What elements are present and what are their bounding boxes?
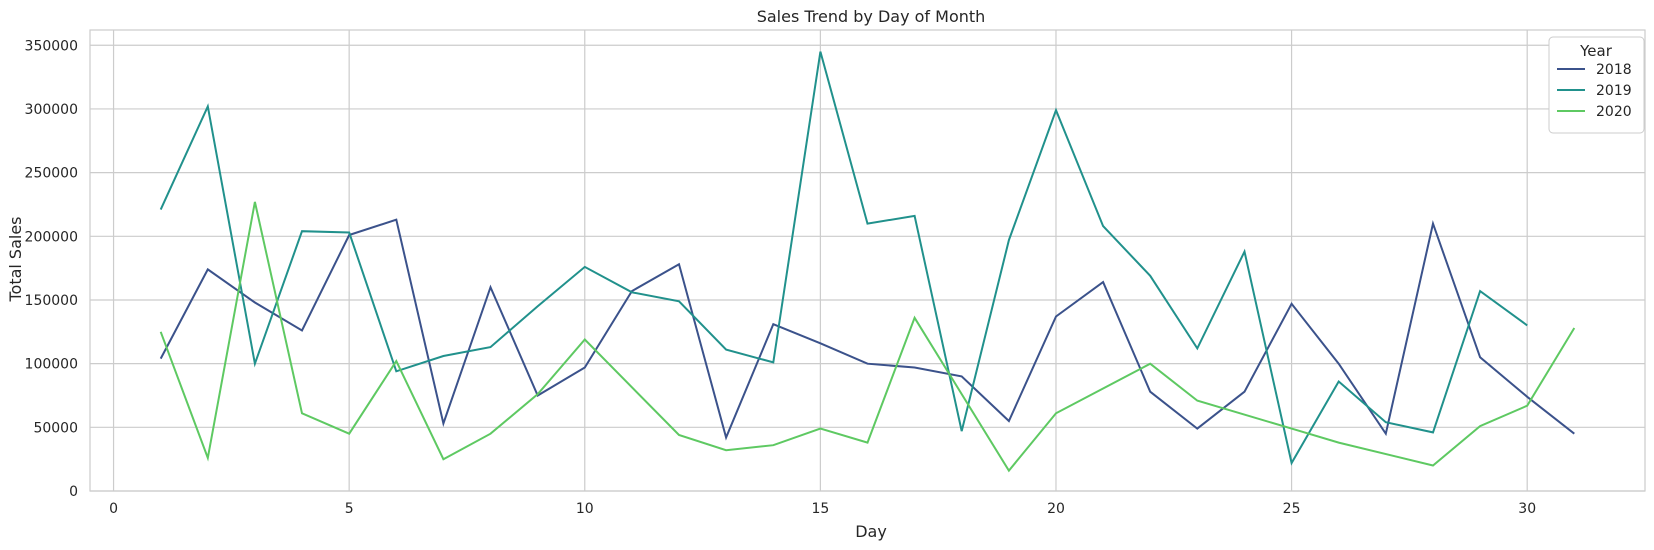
x-tick-label: 0 <box>109 501 118 517</box>
x-tick-label: 25 <box>1283 501 1301 517</box>
series-line-2020 <box>159 201 1576 473</box>
y-axis-label: Total Sales <box>6 216 25 302</box>
chart-title: Sales Trend by Day of Month <box>757 7 986 26</box>
x-tick-label: 20 <box>1047 501 1065 517</box>
legend: Year 2018 2019 2020 <box>1548 36 1645 134</box>
y-tick-label: 300000 <box>25 102 78 118</box>
y-tick-label: 50000 <box>33 420 78 436</box>
y-tick-label: 350000 <box>25 38 78 54</box>
y-tick-labels: 0 50000 100000 150000 200000 250000 300000 3500… <box>25 38 78 500</box>
y-tick-label: 0 <box>69 484 78 500</box>
legend-label-2018: 2018 <box>1596 62 1632 78</box>
y-tick-label: 150000 <box>25 293 78 309</box>
legend-label-2019: 2019 <box>1596 83 1632 99</box>
legend-box <box>1548 36 1645 134</box>
x-tick-label: 30 <box>1518 501 1536 517</box>
y-tick-label: 250000 <box>25 166 78 182</box>
y-tick-label: 100000 <box>25 357 78 373</box>
x-tick-labels: 0 5 10 15 20 25 30 <box>109 501 1536 517</box>
series-lines <box>159 51 1576 473</box>
x-axis-label: Day <box>855 522 887 541</box>
y-tick-label: 200000 <box>25 229 78 245</box>
series-line-2018 <box>159 218 1575 441</box>
legend-label-2020: 2020 <box>1596 104 1632 120</box>
series-line-2019 <box>159 51 1528 466</box>
plot-frame <box>89 29 1646 492</box>
x-tick-label: 10 <box>576 501 594 517</box>
legend-title: Year <box>1579 42 1613 60</box>
x-tick-label: 5 <box>345 501 354 517</box>
x-tick-label: 15 <box>811 501 829 517</box>
